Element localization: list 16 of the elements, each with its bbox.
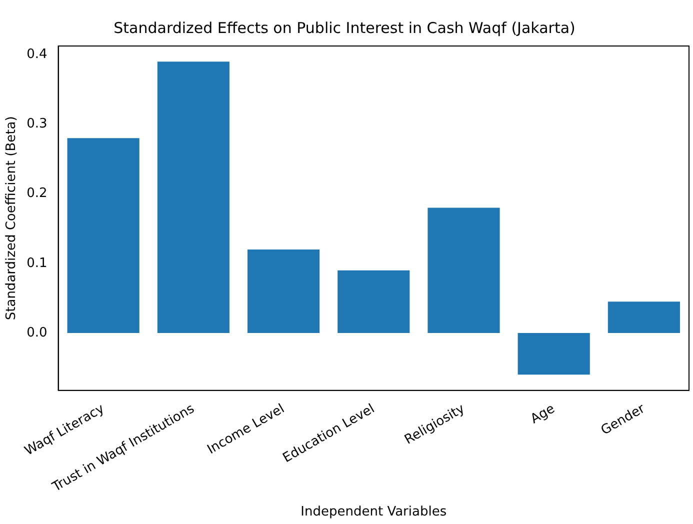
bar [157, 62, 230, 333]
bar [608, 302, 680, 333]
y-axis-title: Standardized Coefficient (Beta) [4, 116, 20, 320]
y-tick-label: 0.0 [26, 325, 48, 340]
bar [67, 138, 140, 333]
y-tick-label: 0.4 [26, 47, 48, 62]
x-tick-label: Age [528, 401, 558, 428]
bar [247, 249, 320, 333]
bar [518, 332, 590, 375]
y-tick-label: 0.2 [26, 186, 48, 202]
chart-title: Standardized Effects on Public Interest in Cash Waqf (Jakarta) [114, 18, 576, 37]
y-tick-label: 0.1 [26, 256, 48, 271]
x-axis-title: Independent Variables [300, 504, 447, 520]
y-tick-label: 0.3 [26, 116, 48, 132]
bar [428, 208, 500, 333]
bar [338, 270, 410, 333]
